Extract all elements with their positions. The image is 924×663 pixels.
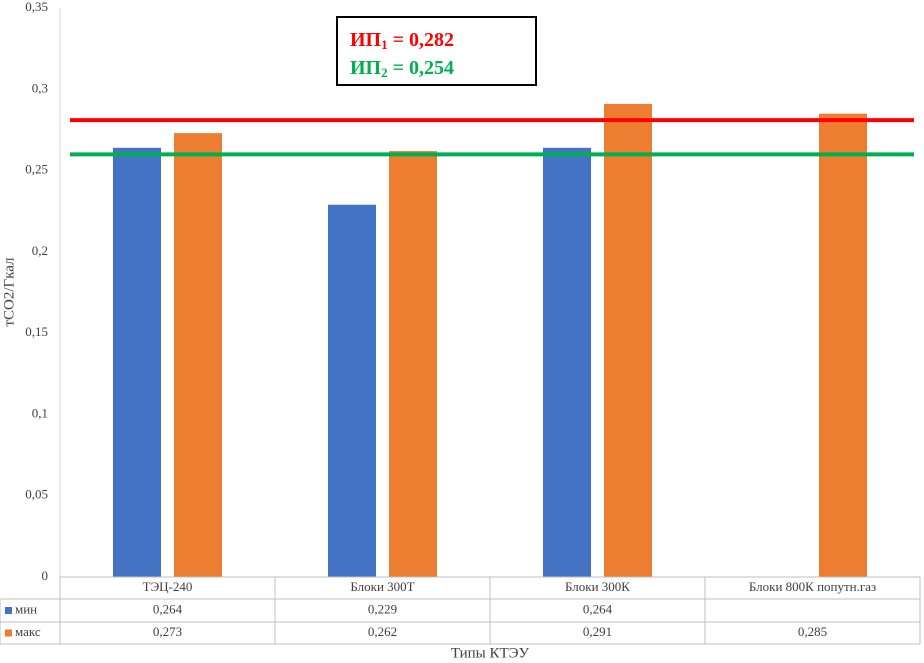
legend-label: макс [15, 624, 41, 639]
annotation-box [336, 16, 537, 86]
y-tick-label: 0,25 [25, 162, 48, 177]
bar [113, 147, 161, 577]
bar [819, 113, 867, 578]
x-tick-label: Блоки 800К попутн.газ [749, 579, 876, 594]
y-tick-label: 0,1 [32, 405, 48, 420]
legend-swatch [5, 629, 12, 637]
x-tick-label: ТЭЦ-240 [143, 579, 193, 594]
y-tick-label: 0,35 [25, 0, 48, 14]
y-tick-label: 0,05 [25, 487, 48, 502]
data-label: 0,262 [368, 624, 397, 639]
data-label: 0,273 [153, 624, 182, 639]
annotation: ИП2 = 0,254 [350, 57, 454, 80]
legend-label: мин [15, 601, 37, 616]
y-tick-label: 0,15 [25, 324, 48, 339]
annotation-subscript: 2 [381, 65, 388, 80]
bar [174, 133, 222, 577]
bar [543, 147, 591, 577]
annotation-name: ИП [350, 57, 382, 79]
data-label: 0,291 [583, 624, 612, 639]
y-tick-label: 0 [42, 568, 49, 583]
data-label: 0,229 [368, 601, 397, 616]
x-axis-title: Типы КТЭУ [451, 645, 530, 661]
bar [389, 151, 437, 577]
data-label: 0,264 [583, 601, 613, 616]
x-tick-label: Блоки 300К [565, 579, 630, 594]
y-axis-title: тCO2/Гкал [1, 257, 17, 327]
annotation-subscript: 1 [381, 37, 388, 52]
annotation-text: = 0,282 [388, 29, 454, 51]
data-label: 0,264 [153, 601, 183, 616]
annotation-text: = 0,254 [388, 57, 454, 79]
annotation-name: ИП [350, 29, 382, 51]
x-tick-label: Блоки 300Т [350, 579, 414, 594]
data-label: 0,285 [798, 624, 827, 639]
bar [328, 204, 376, 577]
y-tick-label: 0,2 [32, 243, 48, 258]
y-tick-label: 0,3 [32, 80, 48, 95]
annotation: ИП1 = 0,282 [350, 29, 454, 52]
legend-swatch [5, 607, 12, 614]
bar [604, 103, 652, 577]
